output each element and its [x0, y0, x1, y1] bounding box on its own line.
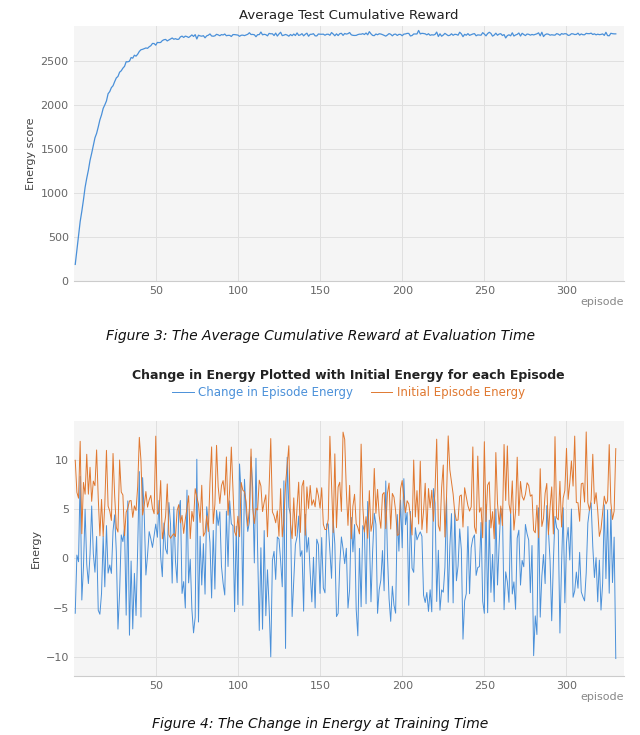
Text: Figure 4: The Change in Energy at Training Time: Figure 4: The Change in Energy at Traini…	[152, 717, 488, 731]
Title: Average Test Cumulative Reward: Average Test Cumulative Reward	[239, 9, 458, 22]
X-axis label: episode: episode	[580, 692, 624, 703]
Initial Episode Energy	[72, 456, 79, 465]
Initial Episode Energy	[595, 532, 603, 541]
Change in Episode Energy	[72, 609, 79, 617]
Line: Initial Episode Energy: Initial Episode Energy	[76, 432, 616, 539]
Change in Episode Energy	[114, 625, 122, 634]
Change in Episode Energy	[612, 654, 620, 663]
X-axis label: episode: episode	[580, 297, 624, 307]
Change in Episode Energy	[546, 556, 554, 565]
Initial Episode Energy	[412, 512, 419, 521]
Legend: Change in Episode Energy, Initial Episode Energy: Change in Episode Energy, Initial Episod…	[168, 381, 530, 404]
Change in Episode Energy	[594, 598, 602, 606]
Initial Episode Energy	[132, 506, 140, 515]
Change in Episode Energy	[132, 611, 140, 620]
Initial Episode Energy	[612, 444, 620, 453]
Text: Figure 3: The Average Cumulative Reward at Evaluation Time: Figure 3: The Average Cumulative Reward …	[106, 329, 534, 343]
Change in Episode Energy	[412, 523, 419, 532]
Change in Episode Energy	[86, 550, 94, 559]
Initial Episode Energy	[114, 528, 122, 537]
Change in Episode Energy	[247, 453, 255, 462]
Y-axis label: Energy score: Energy score	[26, 117, 36, 190]
Initial Episode Energy	[86, 463, 94, 472]
Initial Episode Energy	[546, 503, 554, 512]
Initial Episode Energy	[582, 428, 590, 437]
Y-axis label: Energy: Energy	[31, 529, 41, 568]
Line: Change in Episode Energy: Change in Episode Energy	[76, 457, 616, 659]
Initial Episode Energy	[159, 534, 166, 543]
Title: Change in Energy Plotted with Initial Energy for each Episode: Change in Energy Plotted with Initial En…	[132, 370, 565, 382]
